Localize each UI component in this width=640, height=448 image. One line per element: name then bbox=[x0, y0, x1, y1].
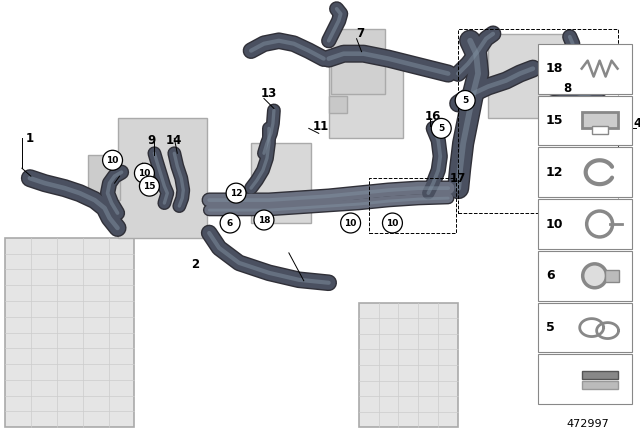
Text: 10: 10 bbox=[138, 169, 150, 178]
Bar bbox=[538, 251, 632, 301]
Text: 15: 15 bbox=[546, 114, 563, 127]
Bar bbox=[582, 381, 618, 389]
Text: 6: 6 bbox=[227, 219, 233, 228]
Circle shape bbox=[220, 213, 240, 233]
Bar bbox=[88, 155, 120, 200]
Text: 7: 7 bbox=[356, 27, 365, 40]
Text: 1: 1 bbox=[26, 132, 34, 145]
Text: 12: 12 bbox=[230, 189, 243, 198]
Text: 18: 18 bbox=[258, 215, 270, 224]
Bar bbox=[538, 199, 632, 249]
Text: 8: 8 bbox=[564, 82, 572, 95]
Bar bbox=[118, 118, 207, 238]
Text: 4: 4 bbox=[634, 117, 640, 130]
Bar bbox=[591, 126, 607, 134]
Bar bbox=[538, 44, 632, 94]
Bar bbox=[358, 303, 458, 427]
Circle shape bbox=[582, 264, 607, 288]
Text: 12: 12 bbox=[546, 166, 563, 179]
Circle shape bbox=[431, 118, 451, 138]
Bar bbox=[538, 354, 632, 404]
Text: 10: 10 bbox=[344, 219, 356, 228]
Text: 15: 15 bbox=[143, 181, 156, 191]
Bar bbox=[538, 147, 632, 197]
Bar bbox=[538, 303, 632, 353]
Text: 10: 10 bbox=[106, 156, 119, 165]
Text: 2: 2 bbox=[191, 258, 199, 271]
Text: 5: 5 bbox=[462, 96, 468, 105]
Circle shape bbox=[254, 210, 274, 230]
Text: 5: 5 bbox=[546, 321, 555, 334]
Bar bbox=[329, 54, 403, 138]
Circle shape bbox=[134, 163, 154, 183]
Bar bbox=[488, 34, 568, 118]
Bar bbox=[251, 143, 311, 223]
Text: 3: 3 bbox=[111, 152, 118, 165]
Circle shape bbox=[226, 183, 246, 203]
Bar bbox=[331, 29, 385, 94]
Text: 13: 13 bbox=[261, 87, 277, 100]
Bar bbox=[582, 112, 618, 129]
Bar bbox=[329, 95, 347, 113]
Text: 5: 5 bbox=[438, 124, 444, 133]
Text: 16: 16 bbox=[425, 110, 442, 123]
Circle shape bbox=[140, 176, 159, 196]
Text: 10: 10 bbox=[546, 217, 563, 231]
Text: 10: 10 bbox=[387, 219, 399, 228]
Bar bbox=[582, 371, 618, 379]
Bar bbox=[5, 238, 134, 427]
Circle shape bbox=[340, 213, 360, 233]
Text: 18: 18 bbox=[546, 62, 563, 75]
Bar bbox=[538, 95, 632, 145]
Text: 11: 11 bbox=[312, 120, 329, 133]
Text: 14: 14 bbox=[166, 134, 182, 147]
Bar bbox=[605, 270, 618, 282]
Text: 472997: 472997 bbox=[566, 419, 609, 429]
Circle shape bbox=[455, 90, 475, 111]
Text: 6: 6 bbox=[546, 269, 554, 282]
Text: 17: 17 bbox=[450, 172, 467, 185]
Circle shape bbox=[383, 213, 403, 233]
Text: 9: 9 bbox=[147, 134, 156, 147]
Circle shape bbox=[102, 150, 122, 170]
